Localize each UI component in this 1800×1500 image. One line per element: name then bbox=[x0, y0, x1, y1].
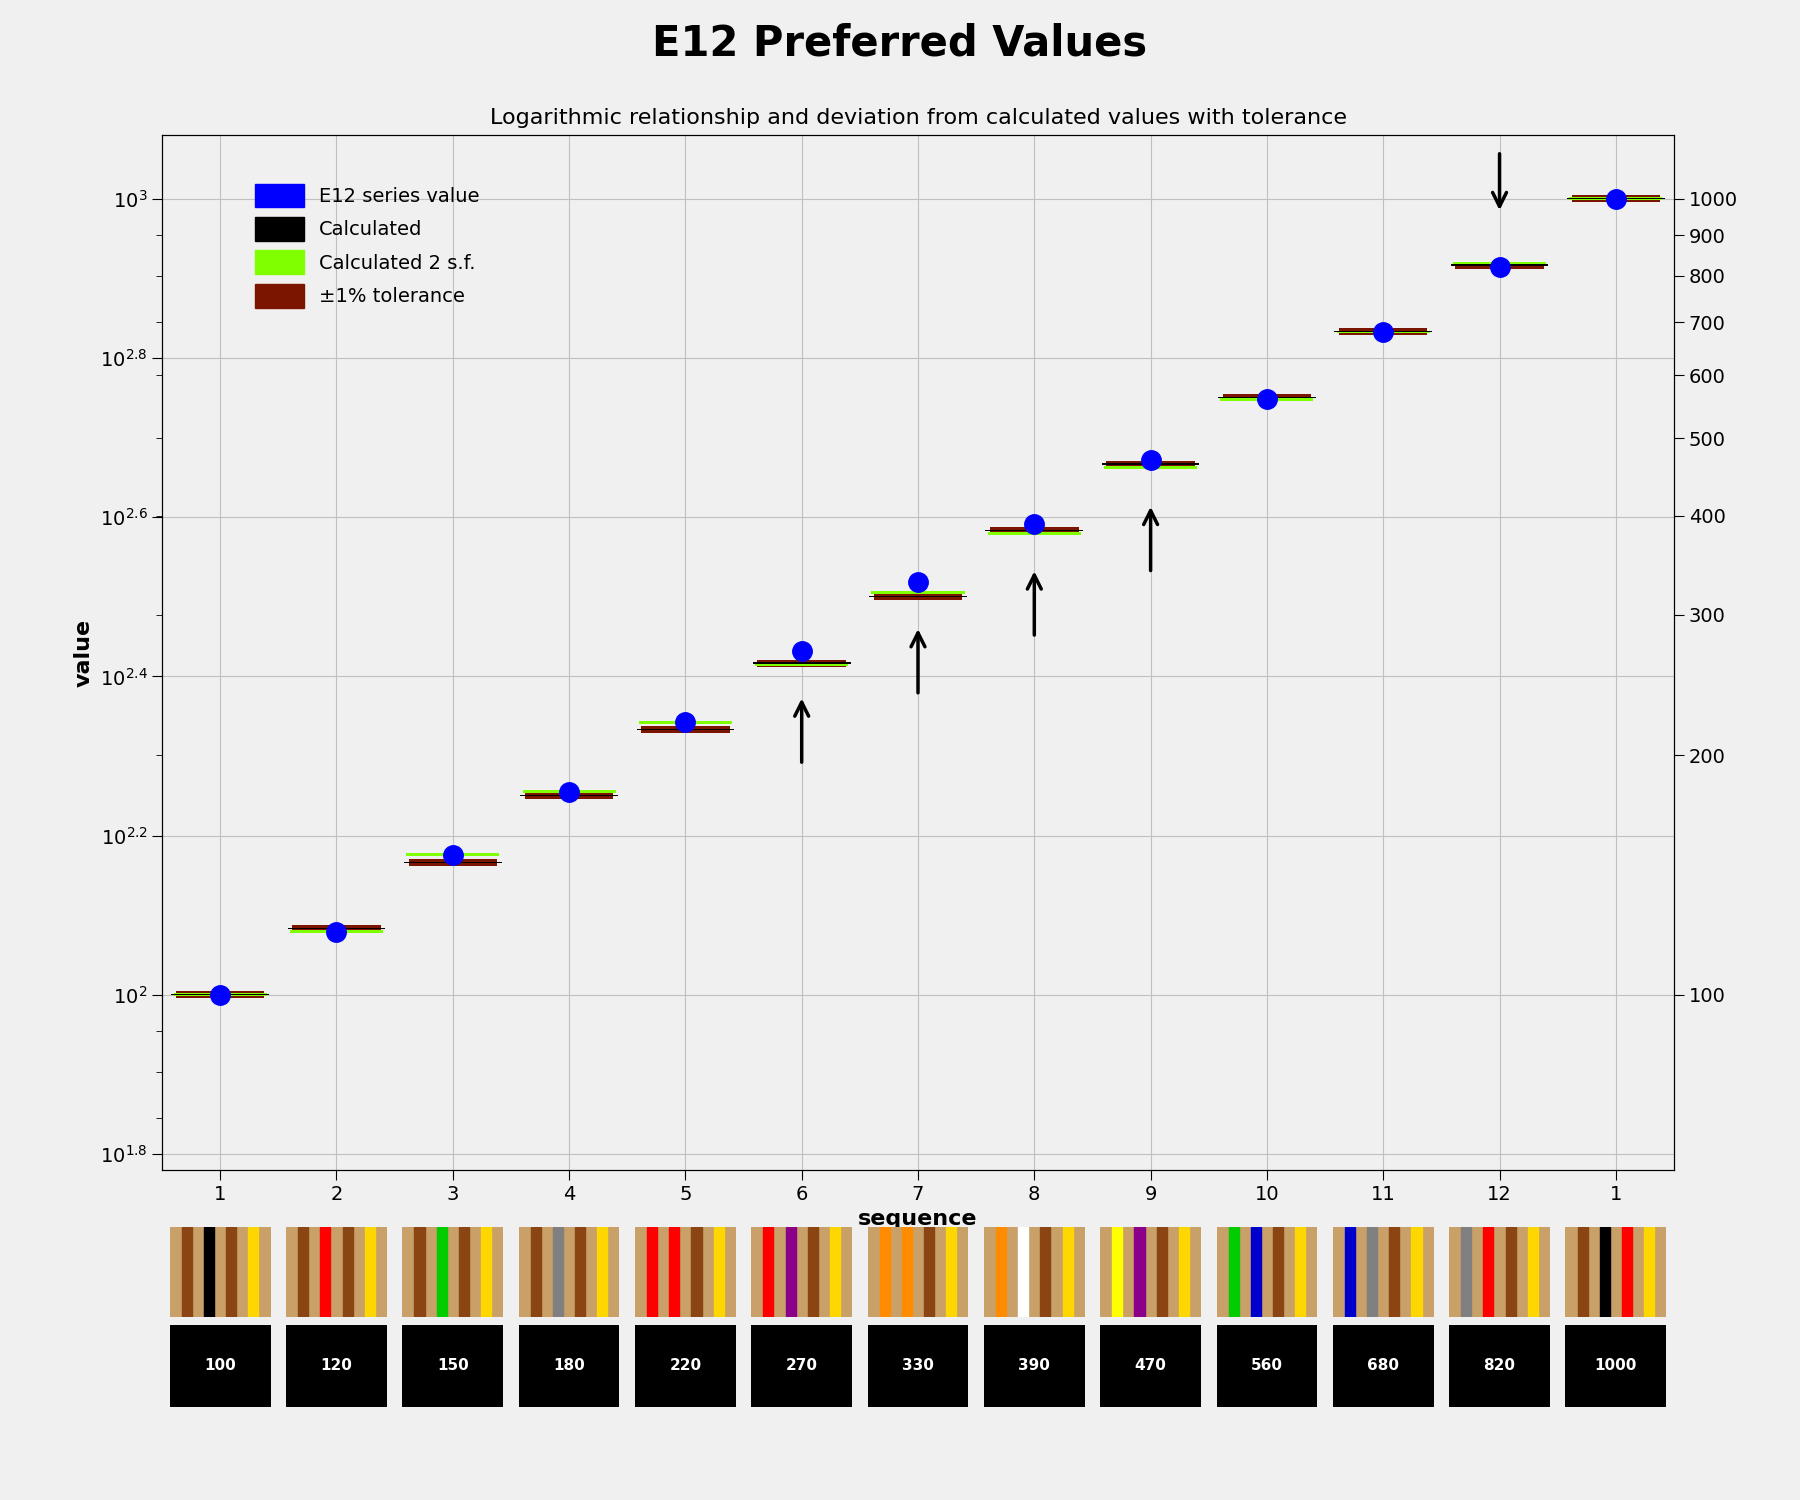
Bar bbox=[1040, 1227, 1051, 1317]
Bar bbox=[1462, 1227, 1471, 1317]
Bar bbox=[182, 1227, 193, 1317]
Text: 330: 330 bbox=[902, 1359, 934, 1374]
X-axis label: sequence: sequence bbox=[859, 1209, 977, 1228]
Bar bbox=[1528, 1227, 1537, 1317]
Bar bbox=[1019, 1227, 1028, 1317]
Title: Logarithmic relationship and deviation from calculated values with tolerance: Logarithmic relationship and deviation f… bbox=[490, 108, 1346, 128]
Bar bbox=[923, 1227, 934, 1317]
Bar bbox=[1296, 1227, 1305, 1317]
FancyBboxPatch shape bbox=[400, 1324, 506, 1407]
Bar bbox=[1179, 1227, 1190, 1317]
Text: 560: 560 bbox=[1251, 1359, 1283, 1374]
Text: 120: 120 bbox=[320, 1359, 353, 1374]
Bar bbox=[902, 1227, 913, 1317]
Bar bbox=[203, 1227, 214, 1317]
FancyBboxPatch shape bbox=[981, 1324, 1087, 1407]
Bar bbox=[553, 1227, 563, 1317]
Bar bbox=[598, 1227, 607, 1317]
Text: 270: 270 bbox=[785, 1359, 817, 1374]
Bar bbox=[785, 1227, 796, 1317]
Bar bbox=[299, 1227, 308, 1317]
FancyBboxPatch shape bbox=[749, 1324, 855, 1407]
Bar bbox=[808, 1227, 817, 1317]
Bar bbox=[320, 1227, 331, 1317]
Bar bbox=[1345, 1227, 1355, 1317]
Bar bbox=[576, 1227, 585, 1317]
Bar bbox=[1251, 1227, 1260, 1317]
Legend: E12 series value, Calculated, Calculated 2 s.f., ±1% tolerance: E12 series value, Calculated, Calculated… bbox=[247, 176, 488, 315]
Bar bbox=[1483, 1227, 1494, 1317]
Bar bbox=[1390, 1227, 1399, 1317]
Bar bbox=[365, 1227, 374, 1317]
Bar bbox=[1622, 1227, 1633, 1317]
FancyBboxPatch shape bbox=[284, 1324, 389, 1407]
Text: 180: 180 bbox=[553, 1359, 585, 1374]
Bar bbox=[342, 1227, 353, 1317]
Bar bbox=[1368, 1227, 1377, 1317]
Bar bbox=[437, 1227, 446, 1317]
Bar bbox=[880, 1227, 889, 1317]
Bar bbox=[1229, 1227, 1238, 1317]
Bar bbox=[1112, 1227, 1123, 1317]
Text: 220: 220 bbox=[670, 1359, 702, 1374]
Text: 150: 150 bbox=[437, 1359, 468, 1374]
Bar bbox=[947, 1227, 956, 1317]
Bar bbox=[1643, 1227, 1654, 1317]
Text: 680: 680 bbox=[1368, 1359, 1399, 1374]
Text: 390: 390 bbox=[1019, 1359, 1049, 1374]
Bar bbox=[691, 1227, 702, 1317]
Bar bbox=[459, 1227, 468, 1317]
Bar bbox=[481, 1227, 491, 1317]
Bar bbox=[1505, 1227, 1516, 1317]
Text: 820: 820 bbox=[1483, 1359, 1516, 1374]
FancyBboxPatch shape bbox=[1447, 1324, 1552, 1407]
FancyBboxPatch shape bbox=[1098, 1324, 1202, 1407]
Bar bbox=[646, 1227, 657, 1317]
Bar bbox=[995, 1227, 1006, 1317]
Bar bbox=[1577, 1227, 1588, 1317]
Bar bbox=[830, 1227, 841, 1317]
Text: 100: 100 bbox=[203, 1359, 236, 1374]
Bar bbox=[531, 1227, 540, 1317]
Bar bbox=[1062, 1227, 1073, 1317]
FancyBboxPatch shape bbox=[634, 1324, 738, 1407]
FancyBboxPatch shape bbox=[866, 1324, 970, 1407]
Y-axis label: value: value bbox=[74, 618, 94, 687]
FancyBboxPatch shape bbox=[167, 1324, 272, 1407]
FancyBboxPatch shape bbox=[1564, 1324, 1669, 1407]
Bar bbox=[1134, 1227, 1145, 1317]
Bar bbox=[227, 1227, 236, 1317]
Bar bbox=[414, 1227, 425, 1317]
Bar bbox=[670, 1227, 679, 1317]
FancyBboxPatch shape bbox=[1330, 1324, 1436, 1407]
Bar bbox=[713, 1227, 724, 1317]
Bar bbox=[1273, 1227, 1283, 1317]
Text: E12 Preferred Values: E12 Preferred Values bbox=[652, 22, 1148, 64]
FancyBboxPatch shape bbox=[517, 1324, 621, 1407]
Text: 470: 470 bbox=[1134, 1359, 1166, 1374]
FancyBboxPatch shape bbox=[1215, 1324, 1319, 1407]
Bar bbox=[1600, 1227, 1609, 1317]
Bar bbox=[248, 1227, 259, 1317]
Bar bbox=[1157, 1227, 1166, 1317]
Text: 1000: 1000 bbox=[1595, 1359, 1636, 1374]
Bar bbox=[763, 1227, 774, 1317]
Bar bbox=[1411, 1227, 1422, 1317]
